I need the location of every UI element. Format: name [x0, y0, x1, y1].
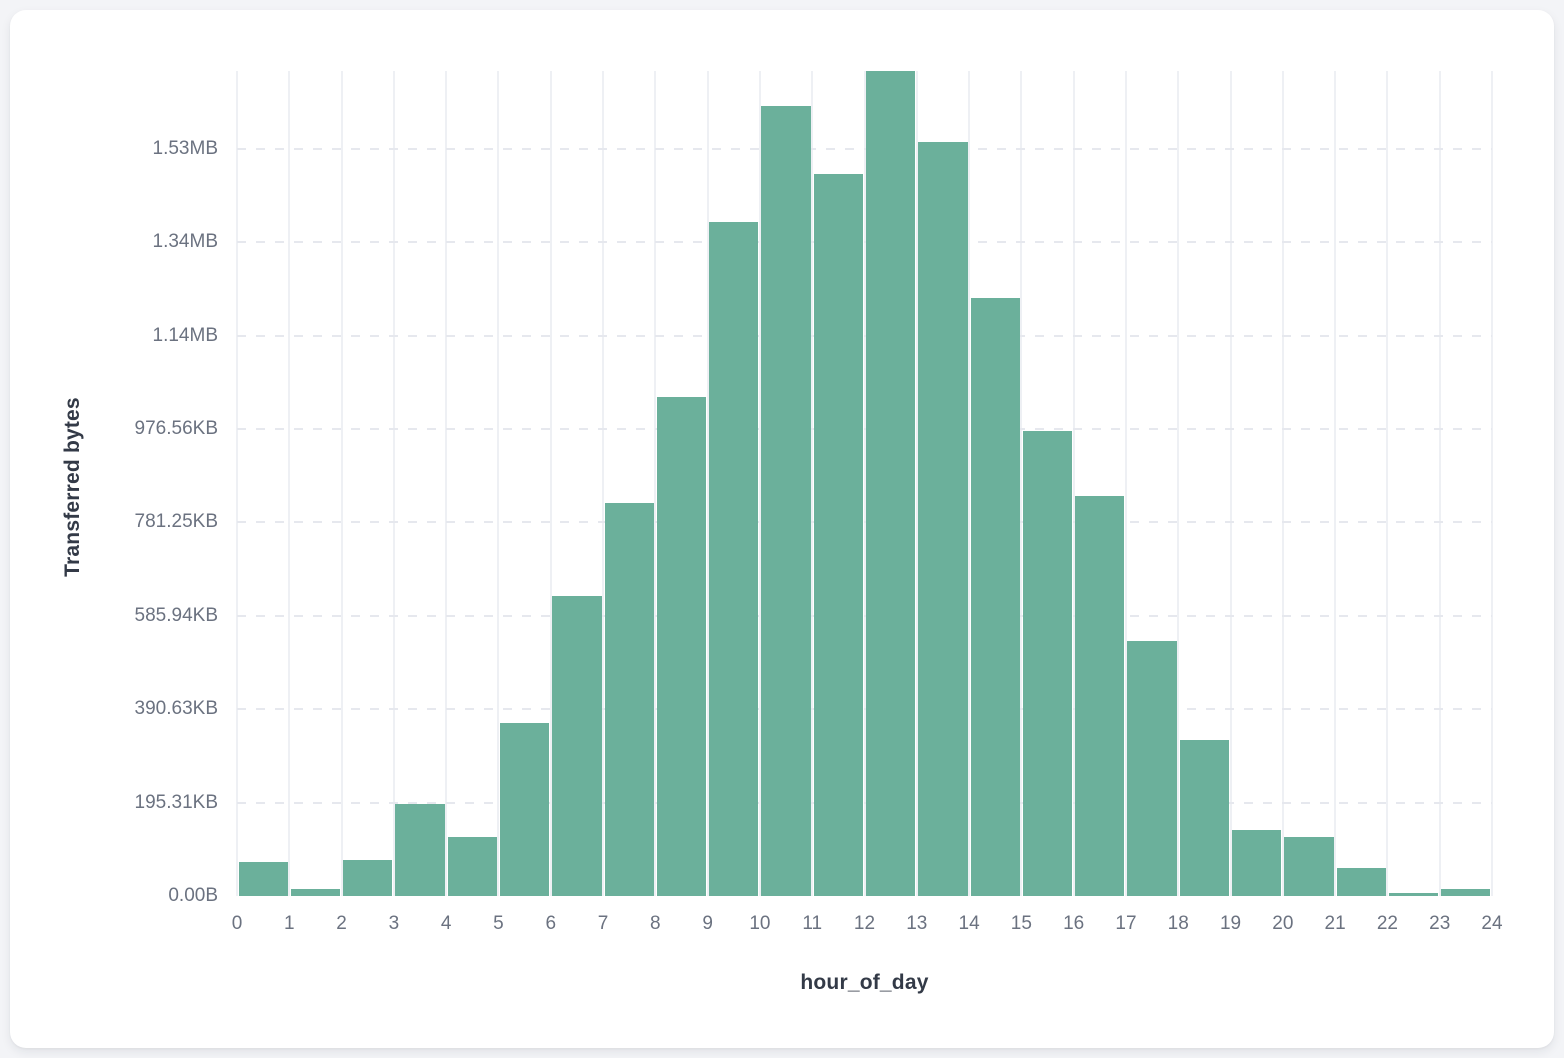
h-gridline [237, 241, 1492, 244]
bar-hour-2[interactable] [343, 860, 393, 896]
v-gridline [1386, 71, 1389, 896]
bar-hour-3[interactable] [395, 804, 445, 896]
y-tick-label: 1.34MB [152, 231, 218, 253]
x-tick-label: 1 [283, 913, 295, 934]
x-tick-label: 23 [1429, 913, 1451, 934]
bar-hour-20[interactable] [1284, 836, 1334, 896]
bar-hour-16[interactable] [1075, 496, 1125, 896]
y-tick-label: 390.63KB [134, 698, 218, 720]
x-tick-label: 12 [853, 913, 876, 934]
x-tick-label: 19 [1219, 913, 1242, 934]
x-tick-label: 18 [1167, 913, 1189, 934]
v-gridline [1020, 71, 1023, 896]
bar-hour-4[interactable] [447, 837, 497, 896]
v-gridline [445, 71, 448, 896]
v-gridline [863, 71, 866, 896]
y-tick-label: 781.25KB [134, 511, 218, 533]
x-tick-label: 13 [906, 913, 928, 934]
v-gridline [392, 71, 395, 896]
x-tick-label: 4 [440, 913, 452, 934]
v-gridline [549, 71, 552, 896]
y-axis-tick-labels: 0.00B 195.31KB 390.63KB 585.94KB 781.25KB 976… [10, 71, 218, 906]
v-gridline [915, 71, 918, 896]
h-gridline [237, 334, 1492, 337]
v-gridline [288, 71, 291, 896]
bar-hour-12[interactable] [866, 71, 916, 896]
x-tick-label: 9 [702, 913, 713, 934]
x-axis-title: hour_of_day [800, 971, 929, 994]
v-gridline [1124, 71, 1127, 896]
x-tick-label: 15 [1010, 913, 1032, 934]
bar-hour-17[interactable] [1127, 641, 1177, 896]
x-tick-label: 6 [545, 913, 557, 934]
bar-hour-22[interactable] [1388, 893, 1439, 896]
v-gridline [968, 71, 971, 896]
x-tick-label: 17 [1115, 913, 1137, 934]
bar-hour-21[interactable] [1336, 867, 1386, 896]
bar-hour-15[interactable] [1022, 430, 1073, 896]
bar-hour-14[interactable] [970, 297, 1020, 896]
y-tick-label: 0.00B [168, 885, 218, 906]
v-gridline [706, 71, 709, 896]
bar-hour-13[interactable] [918, 141, 968, 896]
v-gridline [758, 71, 761, 896]
bar-hour-8[interactable] [656, 396, 707, 896]
x-tick-label: 2 [336, 913, 347, 934]
x-tick-label: 5 [493, 913, 504, 934]
v-gridline [654, 71, 657, 896]
v-gridline [1072, 71, 1075, 896]
x-tick-label: 20 [1272, 913, 1294, 934]
bar-hour-11[interactable] [813, 173, 863, 896]
x-tick-label: 11 [802, 913, 823, 934]
h-gridline [237, 427, 1492, 430]
y-tick-label: 1.14MB [152, 324, 218, 346]
y-tick-label: 195.31KB [134, 791, 218, 813]
x-tick-label: 16 [1063, 913, 1085, 934]
v-gridline [1334, 71, 1337, 896]
y-tick-label: 976.56KB [134, 417, 218, 439]
bar-hour-19[interactable] [1232, 830, 1282, 896]
x-tick-label: 8 [650, 913, 661, 934]
h-gridline [237, 708, 1492, 711]
bar-hour-9[interactable] [709, 222, 759, 896]
h-gridline [237, 801, 1492, 804]
y-axis-title: Transferred bytes [61, 397, 84, 577]
v-gridline [1177, 71, 1180, 896]
x-tick-label: 24 [1481, 913, 1503, 934]
y-tick-label: 585.94KB [134, 604, 218, 626]
y-tick-label: 1.53MB [152, 137, 218, 159]
x-tick-label: 14 [958, 913, 980, 934]
bar-hour-0[interactable] [238, 862, 288, 896]
x-tick-label: 10 [749, 913, 771, 934]
v-gridline [1281, 71, 1284, 896]
bar-hour-1[interactable] [290, 889, 341, 896]
v-gridline [497, 71, 500, 896]
h-gridline [237, 147, 1492, 150]
bar-hour-18[interactable] [1179, 740, 1230, 896]
chart-card: 0.00B 195.31KB 390.63KB 585.94KB 781.25KB 976… [10, 10, 1554, 1048]
bar-hour-10[interactable] [761, 105, 811, 896]
v-gridline [340, 71, 343, 896]
x-tick-label: 22 [1376, 913, 1398, 934]
bar-hour-7[interactable] [604, 503, 654, 896]
h-gridline [237, 521, 1492, 524]
v-gridline [602, 71, 605, 896]
v-gridline [1438, 71, 1441, 896]
bar-hour-23[interactable] [1441, 889, 1491, 896]
x-tick-label: 3 [388, 913, 400, 934]
v-gridline [1491, 71, 1493, 896]
x-tick-label: 21 [1324, 913, 1346, 934]
h-gridline [237, 614, 1492, 617]
x-tick-label: 0 [231, 913, 243, 934]
v-gridline [1229, 71, 1232, 896]
x-axis-tick-labels: 0 1 2 3 4 5 6 7 8 9 10 11 12 13 14 15 16 17 18 19 20 21 22 23 24 [232, 913, 1503, 937]
bar-hour-5[interactable] [499, 723, 550, 896]
bar-hour-6[interactable] [552, 595, 602, 896]
v-gridline [236, 71, 238, 896]
plot-area [236, 71, 1493, 896]
v-gridline [811, 71, 814, 896]
x-tick-label: 7 [597, 913, 609, 934]
